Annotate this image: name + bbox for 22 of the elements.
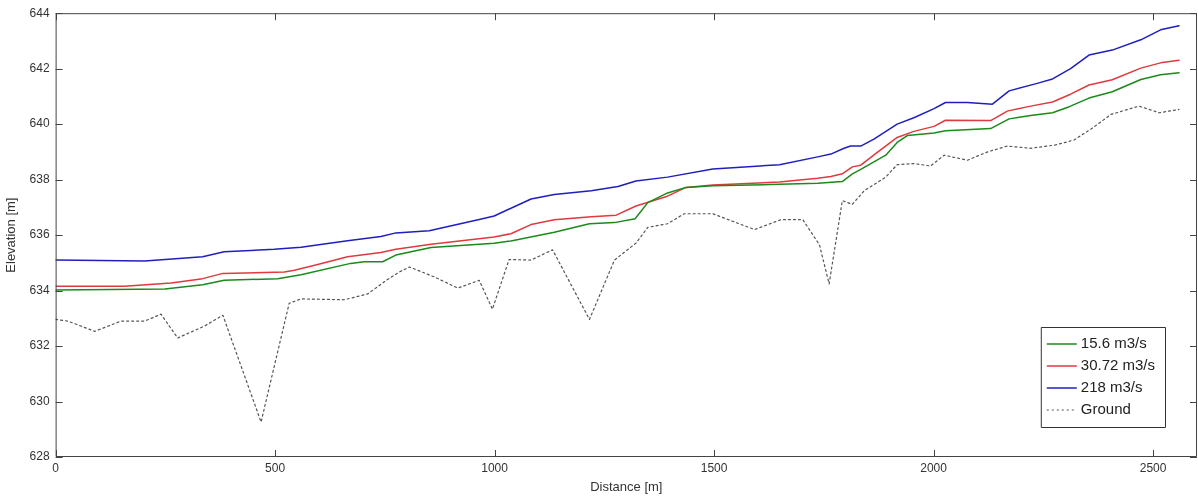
legend-label: 30.72 m3/s [1080,356,1156,374]
x-tick-label: 2500 [1139,460,1167,475]
y-tick-label: 640 [29,116,50,131]
legend-label: 218 m3/s [1080,378,1143,396]
y-tick-label: 628 [29,449,50,464]
y-axis-title: Elevation [m] [3,197,19,273]
x-tick-label: 1500 [700,460,728,475]
x-axis-title: Distance [m] [590,478,663,494]
y-tick-label: 630 [29,393,50,408]
x-tick-label: 1000 [481,460,509,475]
y-tick-label: 638 [29,171,50,186]
legend-label: 15.6 m3/s [1080,334,1147,352]
line-series [55,105,1180,423]
y-tick-label: 642 [29,60,50,75]
x-tick-label: 0 [52,460,60,475]
y-tick-label: 632 [29,338,50,353]
y-tick-label: 636 [29,227,50,242]
x-tick-label: 500 [265,460,286,475]
y-tick-label: 644 [29,5,50,20]
x-tick-label: 2000 [920,460,948,475]
legend-label: Ground [1080,400,1131,418]
y-tick-label: 634 [29,282,50,297]
